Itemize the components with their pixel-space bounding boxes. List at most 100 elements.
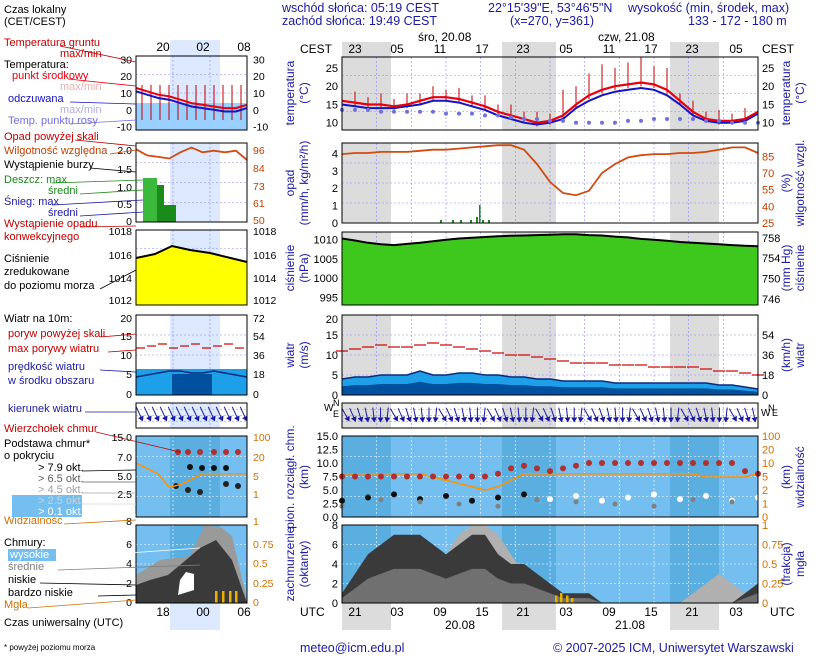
legend-leader bbox=[67, 78, 137, 87]
left-pressure-tick-r: 1012 bbox=[253, 295, 277, 307]
panel-frame bbox=[341, 142, 759, 224]
cloud-top-dot bbox=[664, 460, 670, 466]
visibility-tick: 100 bbox=[762, 431, 780, 443]
day2-label: czw, 21.08 bbox=[598, 30, 655, 44]
left-panel-frame bbox=[135, 314, 248, 396]
wind-arrow bbox=[728, 408, 737, 422]
fog-tick: 0.25 bbox=[762, 579, 783, 591]
left-fog-tick: 0.5 bbox=[253, 558, 268, 570]
legend-leader bbox=[57, 547, 201, 559]
wind-arrow bbox=[557, 407, 564, 423]
legend-text: Temperatura: bbox=[4, 59, 69, 71]
left-wind-arrow-head bbox=[170, 415, 176, 422]
dew-point bbox=[392, 109, 396, 114]
dew-point bbox=[366, 107, 370, 112]
left-wind-arrow bbox=[215, 406, 224, 422]
utc-label-left: UTC bbox=[300, 605, 325, 619]
left-humidity-tick: 50 bbox=[253, 215, 265, 227]
dew-point bbox=[704, 118, 708, 123]
wind-arrow-head bbox=[641, 416, 647, 422]
wind-arrow-head bbox=[441, 415, 447, 422]
left-night-band bbox=[170, 143, 220, 222]
wind-arrow-head bbox=[606, 416, 613, 423]
left-rain-bar bbox=[157, 185, 164, 222]
wind-arrow bbox=[542, 407, 551, 422]
left-top-band bbox=[170, 40, 220, 56]
legend-text: Wystąpienie opadu bbox=[4, 218, 97, 230]
axis-title-clouds-unit: (oktanty) bbox=[297, 541, 311, 588]
left-wind-arrow-head bbox=[242, 415, 248, 422]
left-panel-frame bbox=[135, 229, 248, 306]
dew-point bbox=[639, 118, 643, 123]
wind-arrow bbox=[606, 407, 613, 423]
fog-tick: 0.75 bbox=[762, 540, 783, 552]
left-temp-tick-label: -10 bbox=[117, 122, 132, 134]
wind-arrow bbox=[356, 407, 364, 423]
axis-title-fog: mgła bbox=[793, 551, 807, 577]
axis-title-precip: opad bbox=[283, 170, 297, 197]
dew-point bbox=[652, 117, 656, 122]
dew-point bbox=[626, 118, 630, 123]
dew-point bbox=[574, 120, 578, 125]
wind-arrow bbox=[370, 407, 377, 423]
wind-arrow-head bbox=[370, 417, 377, 423]
wind-arrow bbox=[744, 407, 751, 423]
precip-tick: 0 bbox=[332, 218, 338, 230]
left-wind-tick: 20 bbox=[120, 313, 132, 325]
wind-arrow bbox=[626, 407, 633, 423]
left-wind-arrow-head bbox=[154, 415, 160, 422]
left-cb-tick: 2.5 bbox=[117, 489, 132, 501]
pressure-area bbox=[342, 234, 758, 305]
wind-arrow bbox=[661, 407, 668, 423]
bottom-date-label: 20.08 bbox=[445, 618, 475, 632]
precip-bar bbox=[479, 205, 481, 223]
axis-title-wind-r: wiatr bbox=[793, 342, 807, 368]
cloud-base-dot bbox=[573, 492, 579, 499]
wind-arrow-head bbox=[399, 416, 405, 422]
left-precip-tick: 1.5 bbox=[117, 164, 132, 176]
okt-bg bbox=[12, 506, 82, 517]
wind-arrow-head bbox=[612, 417, 619, 423]
wind-arrow-head bbox=[489, 415, 495, 422]
left-cloud-top-dot bbox=[211, 449, 217, 455]
axis-title-temp-unit: (°C) bbox=[297, 82, 311, 103]
wind-arrow bbox=[486, 408, 495, 422]
left-pressure-tick: 1018 bbox=[109, 226, 133, 238]
cloud-top-dot bbox=[404, 473, 410, 480]
legend-text: max/min bbox=[60, 48, 102, 60]
wind-arrow bbox=[688, 407, 696, 422]
wind-arrow bbox=[453, 407, 461, 423]
top-hour-label: 05 bbox=[559, 42, 573, 56]
left-fog-tick: 0.25 bbox=[253, 578, 274, 590]
left-humidity-tick: 73 bbox=[253, 181, 265, 193]
legend-leader bbox=[39, 582, 137, 586]
left-cloud-base-dot bbox=[235, 483, 241, 489]
okt-label: > 4.5 okt. bbox=[38, 484, 84, 496]
wind-arrow bbox=[516, 407, 523, 423]
left-cloud-tick: 0 bbox=[126, 597, 132, 609]
legend-text: Wystąpienie burzy bbox=[4, 159, 94, 171]
cloud-top-dot bbox=[469, 473, 475, 480]
wind-arrow bbox=[703, 407, 709, 423]
left-cloud-tick: 2 bbox=[126, 578, 132, 590]
wind-arrow bbox=[502, 407, 509, 423]
left-precip-tick: 0.5 bbox=[117, 199, 132, 211]
cloud-top-dot bbox=[430, 473, 436, 480]
left-panel-frame bbox=[135, 402, 248, 429]
wind-arrow-head bbox=[626, 417, 633, 423]
wind-arrow bbox=[591, 407, 599, 422]
legend-text: prędkość wiatru bbox=[8, 361, 85, 373]
high-cloud-bg bbox=[8, 549, 56, 561]
wind-arrow-head bbox=[454, 416, 461, 423]
legend-leader bbox=[99, 333, 137, 338]
left-wind-arrow bbox=[223, 406, 232, 422]
precip-tick: 4 bbox=[332, 148, 338, 160]
humidity-tick: 55 bbox=[762, 185, 774, 197]
temp-tick-left: 15 bbox=[326, 99, 338, 111]
wind-tick-left: 5 bbox=[332, 370, 338, 382]
wind-arrow-head bbox=[516, 417, 523, 423]
cloud-top-dot bbox=[417, 473, 423, 480]
compass-n: N bbox=[768, 403, 775, 413]
cloud-top-dot bbox=[521, 462, 527, 469]
pressure-tick-left: 995 bbox=[320, 292, 338, 304]
